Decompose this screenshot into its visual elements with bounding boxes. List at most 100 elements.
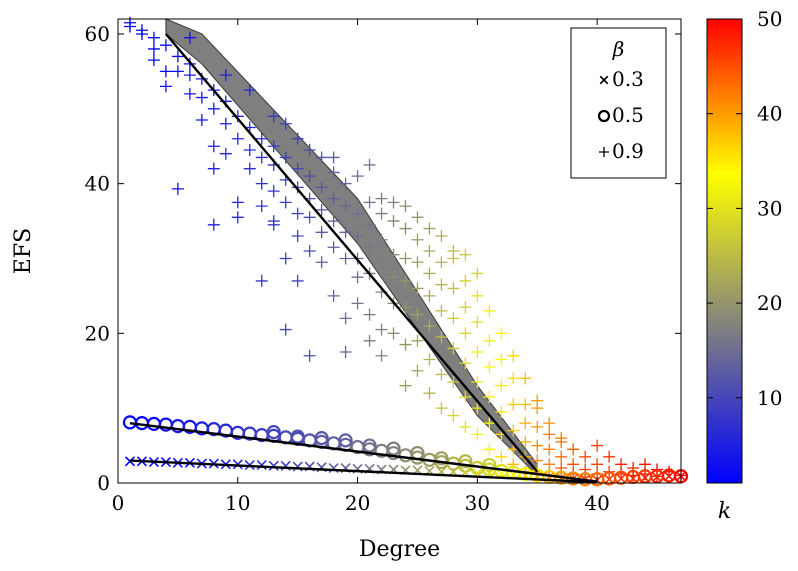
data-point-plus <box>279 117 292 130</box>
data-point-plus <box>135 27 148 40</box>
colorbar-gradient <box>706 18 743 484</box>
data-point-plus <box>483 417 496 430</box>
x-tick-label: 10 <box>225 491 250 515</box>
x-tick-label: 40 <box>584 491 609 515</box>
data-point-circle <box>362 438 377 453</box>
data-point-plus <box>543 428 556 441</box>
data-point-plus <box>279 196 292 209</box>
data-point-plus <box>483 334 496 347</box>
y-tick-label: 40 <box>85 172 110 196</box>
data-point-circle <box>338 433 353 448</box>
data-point-plus <box>543 458 556 471</box>
data-point-cross <box>268 460 279 471</box>
data-point-plus <box>279 252 292 265</box>
data-point-plus <box>291 162 304 175</box>
data-point-plus <box>327 166 340 179</box>
data-point-plus <box>375 256 388 269</box>
data-point-plus <box>399 274 412 287</box>
data-point-plus <box>315 256 328 269</box>
data-point-plus <box>435 368 448 381</box>
data-point-plus <box>351 207 364 220</box>
data-point-plus <box>435 331 448 344</box>
data-point-plus <box>375 323 388 336</box>
y-tick-label: 60 <box>85 22 110 46</box>
data-point-plus <box>327 192 340 205</box>
data-point-plus <box>399 252 412 265</box>
colorbar-tick-label: 30 <box>757 196 782 220</box>
data-point-plus <box>579 450 592 463</box>
data-point-plus <box>315 203 328 216</box>
data-point-plus <box>303 170 316 183</box>
legend-entry-label: 0.9 <box>612 139 644 163</box>
data-point-plus <box>471 346 484 359</box>
data-point-plus <box>183 87 196 100</box>
data-point-plus <box>315 181 328 194</box>
data-point-plus <box>411 256 424 269</box>
data-point-plus <box>483 443 496 456</box>
data-point-plus <box>555 432 568 445</box>
data-point-plus <box>411 364 424 377</box>
data-point-plus <box>219 69 232 82</box>
data-point-plus <box>507 372 520 385</box>
data-point-plus <box>147 31 160 44</box>
data-point-plus <box>459 420 472 433</box>
data-point-plus <box>423 353 436 366</box>
data-point-plus <box>315 151 328 164</box>
data-point-plus <box>423 222 436 235</box>
data-point-cross <box>256 459 267 471</box>
data-point-plus <box>399 200 412 213</box>
data-point-plus <box>171 65 184 78</box>
data-point-plus <box>267 185 280 198</box>
data-point-plus <box>399 301 412 314</box>
data-point-plus <box>519 417 532 430</box>
data-point-plus <box>363 241 376 254</box>
data-point-plus <box>411 308 424 321</box>
data-point-plus <box>495 450 508 463</box>
data-point-plus <box>279 151 292 164</box>
data-point-circle <box>398 448 413 463</box>
data-point-plus <box>159 80 172 93</box>
data-point-plus <box>435 278 448 291</box>
data-point-plus <box>387 271 400 284</box>
data-point-plus <box>471 289 484 302</box>
data-point-plus <box>507 458 520 471</box>
data-point-plus <box>411 211 424 224</box>
data-point-plus <box>375 192 388 205</box>
data-point-plus <box>207 218 220 231</box>
data-point-plus <box>507 349 520 362</box>
data-point-plus <box>291 207 304 220</box>
data-point-plus <box>447 312 460 325</box>
data-point-plus <box>195 114 208 127</box>
data-point-plus <box>243 143 256 156</box>
data-point-plus <box>267 110 280 123</box>
data-point-plus <box>351 271 364 284</box>
data-point-cross <box>651 471 663 483</box>
data-points-layer <box>122 16 689 487</box>
data-point-plus <box>471 375 484 388</box>
data-point-cross <box>232 459 243 470</box>
data-point-circle <box>482 457 497 473</box>
data-point-plus <box>327 289 340 302</box>
colorbar-tick-label: 10 <box>757 386 782 410</box>
data-point-circle <box>290 429 305 444</box>
data-point-plus <box>243 84 256 97</box>
fit-lines-layer <box>129 33 598 484</box>
data-point-plus <box>375 349 388 362</box>
data-point-cross <box>639 472 651 483</box>
data-point-circle <box>266 425 281 440</box>
data-point-plus <box>471 316 484 329</box>
data-point-plus <box>303 143 316 156</box>
data-point-plus <box>255 200 268 213</box>
data-point-circle <box>122 415 138 430</box>
data-point-plus <box>363 334 376 347</box>
data-point-plus <box>447 342 460 355</box>
data-point-plus <box>483 304 496 317</box>
fit-line <box>129 459 598 484</box>
data-point-plus <box>411 233 424 246</box>
data-point-plus <box>183 31 196 44</box>
data-point-plus <box>507 424 520 437</box>
data-point-circle <box>434 451 449 466</box>
data-point-plus <box>459 301 472 314</box>
data-point-plus <box>291 274 304 287</box>
data-point-plus <box>543 443 556 456</box>
